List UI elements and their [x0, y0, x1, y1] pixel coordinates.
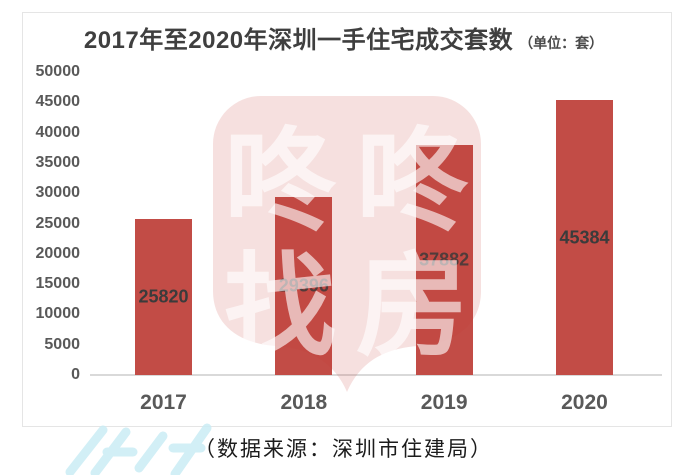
bar-group-2019: 37882 2019: [415, 0, 473, 475]
bar-value-label: 29396: [278, 275, 329, 296]
bar-group-2018: 29396 2018: [275, 0, 333, 475]
x-axis-label-2018: 2018: [280, 391, 328, 414]
y-axis-tick-label: 40000: [35, 123, 81, 141]
x-axis-label-2019: 2019: [420, 391, 468, 414]
chart-title: 2017年至2020年深圳一手住宅成交套数 （单位：套）: [0, 20, 687, 55]
y-axis-tick-label: 15000: [35, 275, 81, 293]
bar-group-2020: 45384 2020: [555, 0, 613, 475]
bar-value-label: 37882: [419, 249, 470, 270]
bar-2018: 29396: [275, 196, 333, 375]
y-axis-tick-label: 0: [71, 366, 80, 383]
bar-value-label: 45384: [559, 227, 610, 247]
bar-2020: 45384: [555, 100, 613, 375]
y-axis-tick-label: 30000: [35, 184, 81, 202]
y-axis-tick-label: 20000: [35, 244, 81, 262]
bar-group-2017: 25820 2017: [135, 0, 192, 475]
x-axis-line: [90, 374, 662, 376]
y-axis-tick-label: 45000: [35, 93, 81, 111]
data-source-caption: （数据来源：深圳市住建局）: [194, 437, 493, 461]
y-axis-tick-label: 10000: [35, 305, 81, 323]
bar-value-label: 25820: [138, 286, 189, 307]
chart-title-unit: （单位：套）: [519, 35, 604, 51]
y-axis-tick-label: 50000: [35, 63, 81, 80]
x-axis-label-2020: 2020: [561, 391, 608, 414]
x-axis-label-2017: 2017: [140, 391, 187, 414]
bar-2019: 37882: [415, 145, 473, 375]
chart-title-text: 2017年至2020年深圳一手住宅成交套数: [83, 27, 514, 54]
y-axis-tick-label: 35000: [35, 153, 81, 171]
y-axis-tick-label: 25000: [35, 214, 81, 232]
y-axis-tick-label: 5000: [44, 335, 80, 353]
bar-2017: 25820: [135, 218, 192, 375]
